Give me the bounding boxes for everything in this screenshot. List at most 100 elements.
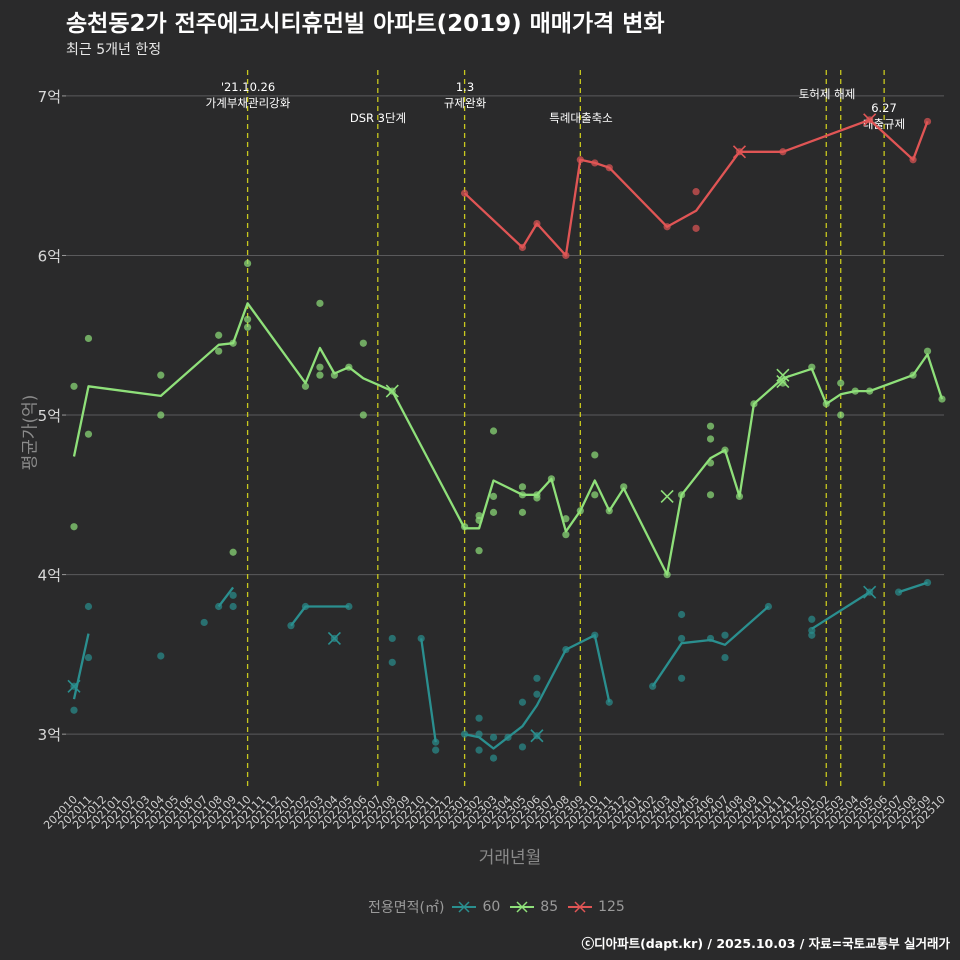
- cross-marker-60: [530, 729, 544, 743]
- data-point-85: [301, 382, 310, 390]
- data-point-85: [70, 523, 78, 531]
- legend-item-60[interactable]: 60: [452, 899, 500, 915]
- data-point-85: [157, 411, 165, 419]
- event-label: 6.27: [871, 101, 897, 115]
- data-point-60: [721, 653, 729, 662]
- chart-title: 송천동2가 전주에코시티휴먼빌 아파트(2019) 매매가격 변화: [66, 11, 665, 37]
- x-axis-title: 거래년월: [478, 848, 542, 868]
- event-label: '21.10.26: [221, 80, 275, 94]
- data-point-60: [489, 733, 498, 741]
- data-point-85: [316, 371, 324, 379]
- data-point-85: [70, 382, 78, 390]
- data-point-60: [678, 674, 686, 682]
- y-tick-label: 4억: [38, 567, 61, 585]
- data-point-60: [518, 698, 527, 706]
- data-point-60: [605, 698, 613, 706]
- data-point-60: [518, 743, 527, 751]
- data-point-60: [432, 746, 440, 754]
- data-point-60: [432, 738, 440, 746]
- series-line-60: [464, 634, 611, 750]
- y-tick-label: 7억: [38, 88, 61, 106]
- cross-marker-125: [732, 145, 747, 159]
- data-point-60: [489, 754, 498, 762]
- data-point-85: [518, 483, 527, 491]
- series-line-60: [811, 591, 871, 630]
- data-point-85: [837, 411, 845, 419]
- data-point-60: [229, 602, 237, 611]
- series-line-60: [420, 638, 437, 743]
- data-point-85: [518, 508, 527, 516]
- data-point-125: [692, 224, 700, 232]
- series-line-85: [72, 302, 944, 576]
- data-point-60: [533, 690, 541, 698]
- data-point-85: [84, 430, 93, 438]
- series-line-60: [898, 581, 928, 594]
- data-point-85: [244, 315, 252, 323]
- data-point-85: [489, 508, 498, 516]
- event-label: 대출규제: [863, 117, 905, 131]
- data-point-85: [706, 435, 715, 443]
- cross-marker-85: [776, 368, 790, 382]
- data-point-85: [316, 363, 324, 371]
- event-label: DSR 3단계: [350, 111, 406, 125]
- cross-marker-60: [327, 631, 341, 645]
- data-point-85: [923, 347, 932, 355]
- data-point-60: [229, 591, 237, 599]
- data-point-85: [533, 494, 541, 502]
- data-point-60: [721, 631, 729, 639]
- data-point-60: [678, 634, 686, 643]
- data-point-60: [157, 652, 165, 660]
- event-label: 토허제 해제: [799, 87, 856, 101]
- data-point-60: [533, 674, 541, 682]
- legend-key-125: [568, 901, 593, 913]
- data-point-85: [837, 379, 845, 387]
- legend-key-85: [510, 901, 535, 913]
- series-line-60: [290, 605, 349, 627]
- event-label: 규제완화: [444, 96, 487, 110]
- data-point-60: [388, 658, 396, 666]
- source-caption: ⓒ디아파트(dapt.kr) / 2025.10.03 / 자료=국토교통부 실…: [581, 936, 950, 951]
- legend-title: 전용면적(㎡): [368, 900, 445, 916]
- data-point-60: [70, 706, 78, 714]
- data-point-85: [489, 427, 498, 435]
- data-point-85: [157, 371, 165, 379]
- data-point-85: [244, 323, 252, 331]
- cross-marker-125: [863, 113, 877, 127]
- data-point-85: [359, 339, 367, 347]
- legend-label-85: 85: [540, 899, 559, 915]
- data-point-85: [562, 531, 570, 539]
- legend-label-60: 60: [482, 899, 501, 915]
- series-line-60: [651, 605, 770, 687]
- series-line-125: [463, 118, 929, 257]
- data-point-85: [244, 259, 252, 268]
- cross-marker-85: [660, 489, 674, 503]
- chart-subtitle: 최근 5개년 한정: [66, 42, 162, 58]
- data-point-60: [678, 610, 686, 619]
- event-label: 가계부채관리강화: [206, 96, 291, 110]
- data-point-60: [388, 634, 396, 643]
- y-tick-label: 3억: [38, 726, 61, 744]
- data-point-60: [475, 746, 483, 754]
- data-point-85: [591, 491, 599, 499]
- legend-label-125: 125: [598, 899, 625, 915]
- legend-item-125[interactable]: 125: [568, 899, 625, 915]
- data-point-85: [489, 492, 498, 501]
- data-point-60: [475, 714, 483, 722]
- data-point-85: [475, 547, 483, 555]
- cross-marker-85: [385, 384, 399, 398]
- cross-marker-60: [863, 585, 877, 599]
- data-point-85: [706, 491, 715, 499]
- data-point-85: [229, 548, 237, 556]
- data-point-85: [316, 299, 324, 307]
- data-point-125: [692, 188, 700, 196]
- y-tick-label: 6억: [38, 247, 61, 265]
- series-line-60: [217, 586, 235, 608]
- data-point-85: [215, 331, 223, 339]
- data-point-85: [620, 483, 628, 491]
- data-point-60: [808, 615, 816, 623]
- legend-item-85[interactable]: 85: [510, 899, 558, 915]
- data-point-60: [84, 653, 93, 662]
- event-label: 1.3: [456, 80, 474, 94]
- data-point-85: [84, 334, 93, 343]
